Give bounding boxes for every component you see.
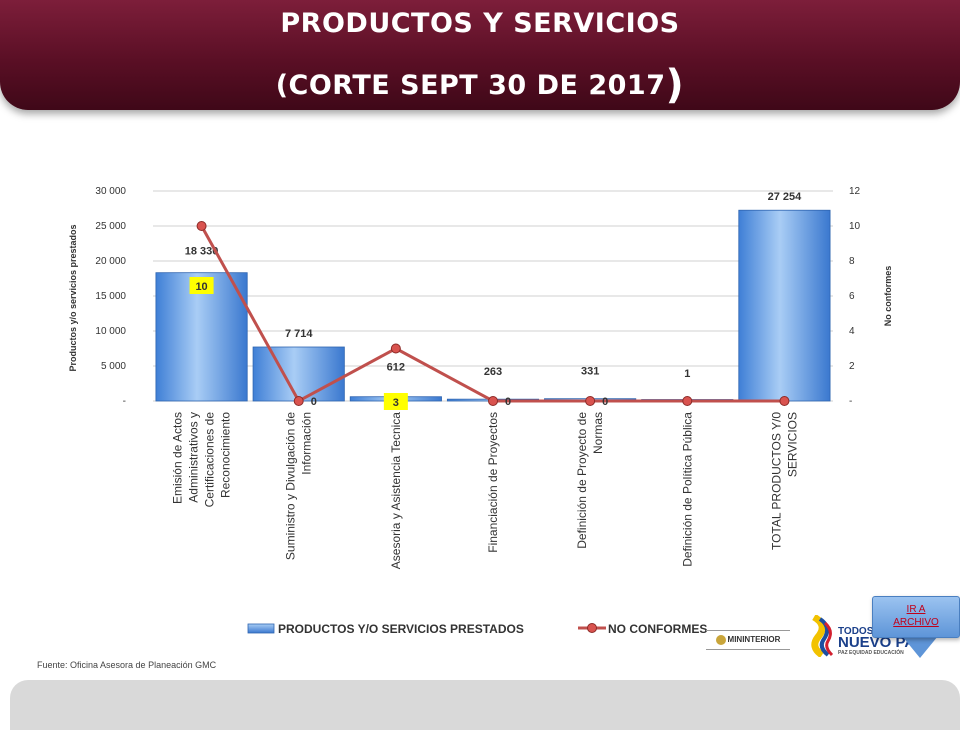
header-banner: PRODUCTOS Y SERVICIOS (CORTE SEPT 30 DE … xyxy=(0,0,960,110)
bar-data-label: 263 xyxy=(484,366,502,378)
y2-tick-label: 10 xyxy=(849,221,861,232)
line-point xyxy=(196,221,207,231)
legend-bar-swatch xyxy=(247,623,275,634)
line-series xyxy=(196,221,790,406)
line-point xyxy=(488,396,498,406)
bar-data-labels: 18 330 7 714 612 263 331 1 27 254 xyxy=(185,191,802,380)
y2-tick-label: 4 xyxy=(849,326,855,337)
x-tick-label: SERVICIOS xyxy=(785,412,799,477)
y-tick-label: 20 000 xyxy=(95,256,126,267)
subtitle-text: (CORTE SEPT 30 DE 2017 xyxy=(275,70,666,101)
y-axis-title: Productos y/o servicios prestados xyxy=(68,224,78,371)
x-axis-labels: Emisión de Actos Administrativos y Certifi… xyxy=(171,412,800,570)
x-tick-label: Asesoria y Asistencia Tecnica xyxy=(389,412,403,570)
y2-tick-label: 6 xyxy=(849,291,855,302)
colombia-flag-icon xyxy=(811,615,834,657)
page-title: PRODUCTOS Y SERVICIOS xyxy=(280,8,680,39)
x-tick-label: Definición de Política Pública xyxy=(680,412,694,567)
bar-data-label: 7 714 xyxy=(285,328,313,340)
legend-bar-label: PRODUCTOS Y/O SERVICIOS PRESTADOS xyxy=(278,622,524,636)
y2-tick-label: 2 xyxy=(849,361,855,372)
y-tick-label: 25 000 xyxy=(95,221,126,232)
y2-tick-label: 12 xyxy=(849,186,861,197)
bar xyxy=(738,209,831,402)
line-data-label: 0 xyxy=(505,396,511,408)
source-note: Fuente: Oficina Asesora de Planeación GM… xyxy=(37,660,217,670)
line-data-label: 3 xyxy=(393,397,399,409)
bar-data-label: 331 xyxy=(581,366,599,378)
line-data-label: 0 xyxy=(311,396,317,408)
subtitle-close-paren: ) xyxy=(665,62,685,108)
archive-label[interactable]: ARCHIVO xyxy=(893,617,939,628)
mininterior-text: MININTERIOR xyxy=(727,635,781,644)
y2-tick-label: - xyxy=(849,396,852,407)
line-point xyxy=(293,396,304,406)
footer-bar xyxy=(10,680,960,730)
seal-icon xyxy=(715,634,726,645)
down-arrow-icon xyxy=(902,636,938,658)
y2-axis-title: No conformes xyxy=(883,266,893,327)
y-tick-label: 15 000 xyxy=(95,291,126,302)
line-data-label: 0 xyxy=(602,396,608,408)
line-data-labels: 10 0 3 0 0 xyxy=(189,277,608,410)
y2-tick-label: 8 xyxy=(849,256,855,267)
nuevo-pais-sub: PAZ EQUIDAD EDUCACIÓN xyxy=(838,650,904,656)
x-tick-label: Normas xyxy=(591,412,605,454)
x-tick-label: TOTAL PRODUCTOS Y/0 xyxy=(769,412,783,550)
mininterior-logo: MININTERIOR xyxy=(706,630,790,650)
x-tick-label: Definición de Proyecto de xyxy=(575,412,589,549)
bar xyxy=(155,272,248,402)
x-tick-label: Información xyxy=(300,412,314,475)
line-label-highlight xyxy=(189,277,214,294)
y-tick-label: 5 000 xyxy=(101,361,126,372)
y-axis-right: - 2 4 6 8 10 12 xyxy=(849,186,861,407)
line-point xyxy=(585,396,596,406)
bar-data-label: 1 xyxy=(684,368,690,380)
legend: PRODUCTOS Y/O SERVICIOS PRESTADOS NO CONF… xyxy=(247,622,707,636)
bar-series xyxy=(155,209,831,402)
bar-data-label: 18 330 xyxy=(185,246,219,258)
go-to-label[interactable]: IR A xyxy=(906,604,926,615)
line-data-label: 10 xyxy=(195,281,207,293)
x-tick-label: Administrativos y xyxy=(187,412,201,503)
x-tick-label: Reconocimiento xyxy=(219,412,233,498)
line-point xyxy=(682,396,693,406)
legend-line-label: NO CONFORMES xyxy=(608,622,707,636)
page-subtitle: (CORTE SEPT 30 DE 2017) xyxy=(0,62,960,108)
line-point xyxy=(779,396,790,406)
y-tick-label: 10 000 xyxy=(95,326,126,337)
legend-line-marker xyxy=(587,623,597,633)
x-tick-label: Suministro y Divulgación de xyxy=(284,412,298,560)
y-tick-label: - xyxy=(123,396,126,407)
line-label-highlight xyxy=(383,393,408,410)
line-point xyxy=(390,343,401,354)
bar xyxy=(252,346,345,402)
go-to-archive-button[interactable]: IR A ARCHIVO xyxy=(872,596,960,638)
bar-data-label: 612 xyxy=(387,362,405,374)
x-tick-label: Emisión de Actos xyxy=(171,412,185,504)
bar-data-label: 27 254 xyxy=(768,191,803,203)
y-tick-label: 30 000 xyxy=(95,186,126,197)
y-axis-left: - 5 000 10 000 15 000 20 000 25 000 30 000 xyxy=(95,186,126,407)
x-tick-label: Financiación de Proyectos xyxy=(486,412,500,553)
x-tick-label: Certificaciones de xyxy=(203,412,217,508)
